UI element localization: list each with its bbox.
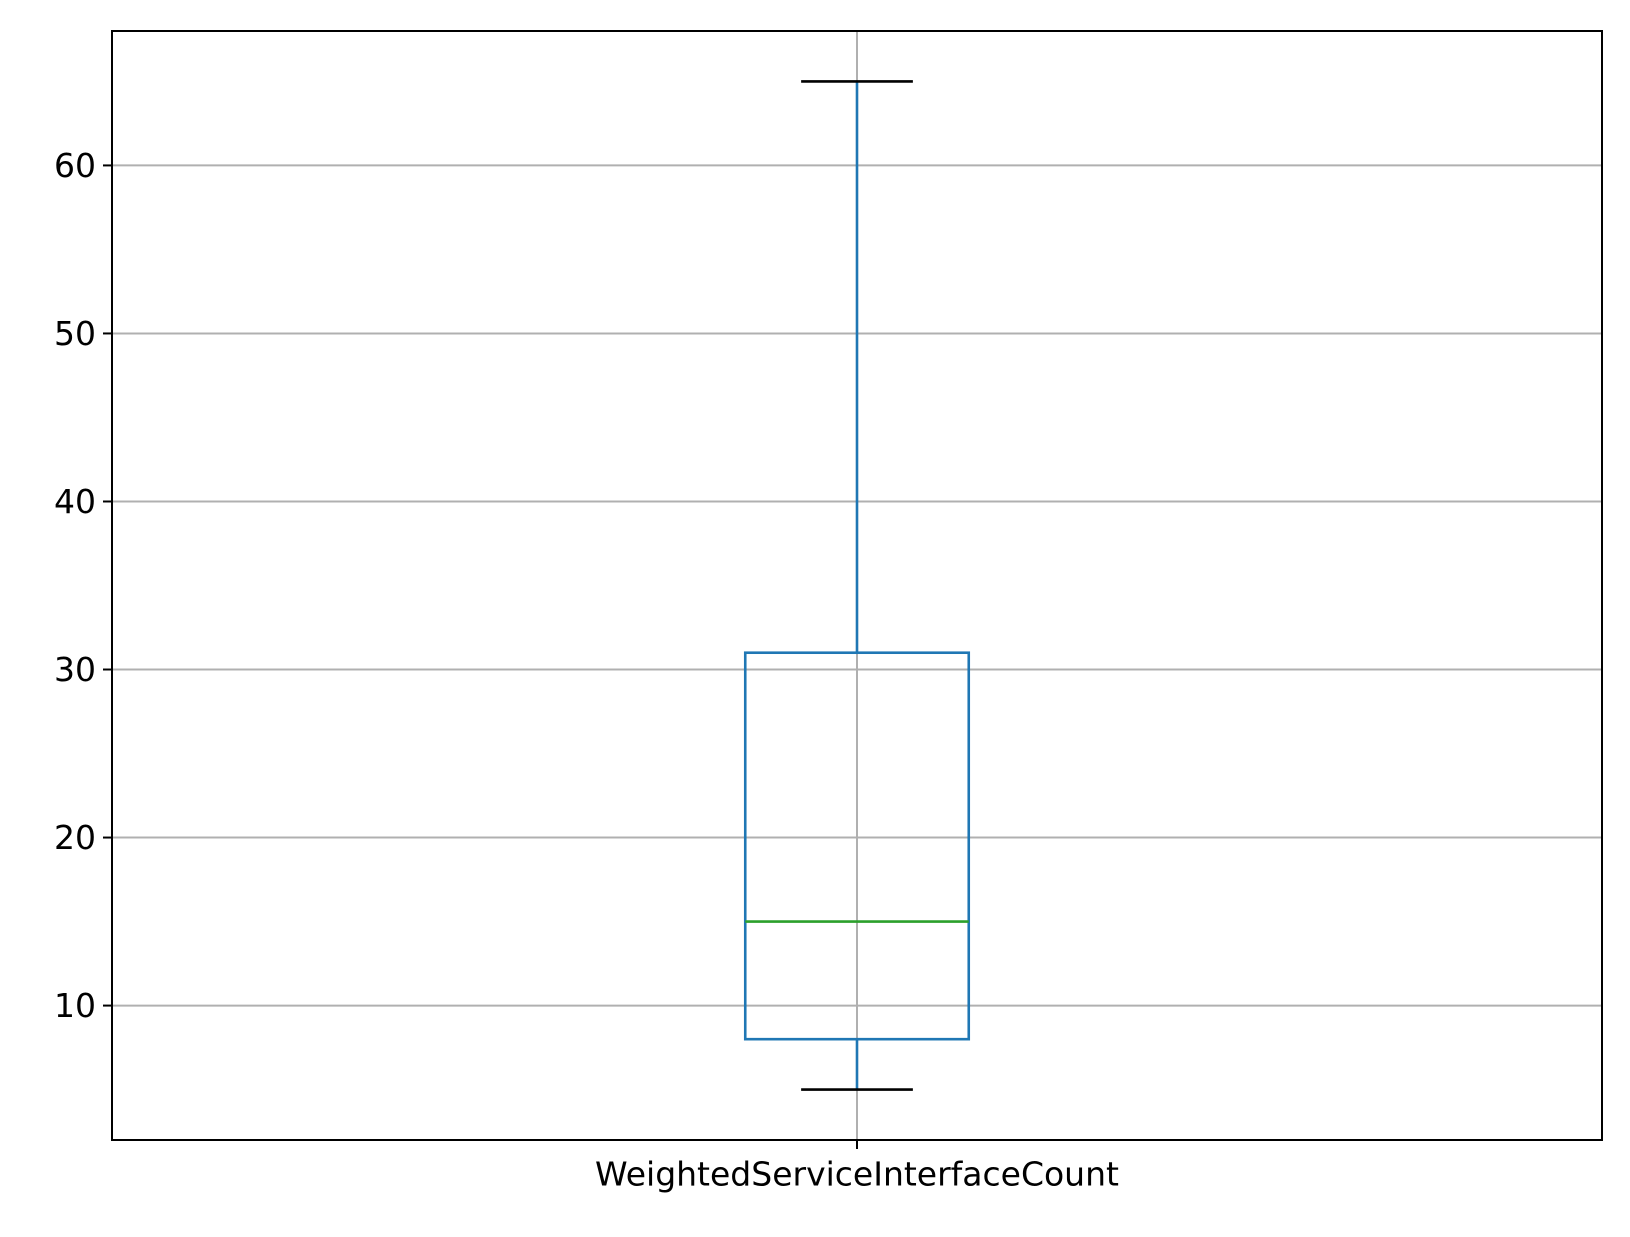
y-tick-label: 30 xyxy=(54,650,96,689)
x-tick-label: WeightedServiceInterfaceCount xyxy=(595,1155,1119,1194)
y-tick-label: 60 xyxy=(54,146,96,185)
y-tick-label: 50 xyxy=(54,314,96,353)
y-tick-label: 40 xyxy=(54,482,96,521)
box-layer xyxy=(743,80,971,1091)
iqr-box xyxy=(743,651,971,1041)
tick-layer: 10 20 30 40 50 60 WeightedServiceInterfaceCoun… xyxy=(54,146,1119,1194)
y-tick-label: 20 xyxy=(54,818,96,857)
y-tick-label: 10 xyxy=(54,986,96,1025)
